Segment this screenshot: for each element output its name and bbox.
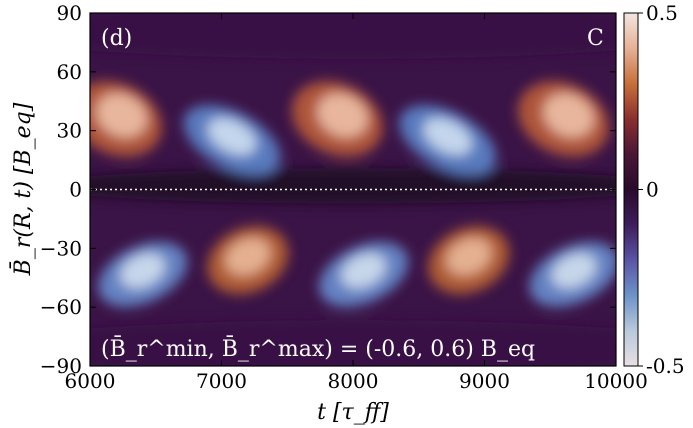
heatmap-cell <box>225 237 271 276</box>
heatmap-cell <box>341 253 386 289</box>
x-tick-label: 10000 <box>584 369 648 393</box>
x-tick-label: 9000 <box>459 369 510 393</box>
x-axis-label: t [τ_ff] <box>317 400 389 425</box>
heatmap-cell <box>90 320 616 366</box>
y-tick-label: −30 <box>40 236 82 260</box>
heatmap-cell <box>317 93 368 138</box>
corner-label: C <box>587 26 604 51</box>
y-axis: 90 60 30 0 −30 −60 −90 <box>40 1 616 378</box>
heatmap-cell <box>90 13 616 59</box>
heatmap-cell <box>543 93 595 138</box>
colorbar-gradient <box>623 12 639 367</box>
panel-label: (d) <box>101 26 132 51</box>
heatmap-cell <box>207 117 257 156</box>
y-tick-label: 0 <box>69 178 82 202</box>
colorbar-tick-label: -0.5 <box>646 354 685 378</box>
y-tick-label: −60 <box>40 295 82 319</box>
heatmap <box>90 13 616 366</box>
colorbar-ticks: 0.5 0 -0.5 <box>638 1 685 378</box>
heatmap-cell <box>120 253 166 289</box>
x-tick-label: 8000 <box>328 369 379 393</box>
heatmap-patterns <box>90 13 616 366</box>
x-axis: 6000 7000 8000 9000 10000 <box>65 13 648 393</box>
y-tick-label: −90 <box>40 354 82 378</box>
heatmap-cell <box>90 168 616 204</box>
x-tick-label: 6000 <box>65 369 116 393</box>
y-tick-label: 90 <box>57 1 82 25</box>
y-tick-label: 30 <box>57 119 82 143</box>
y-axis-label: B̄_r(R, t) [B_eq] <box>9 102 36 276</box>
y-tick-label: 60 <box>57 60 82 84</box>
colorbar-tick-label: 0.5 <box>646 1 678 25</box>
heatmap-cell <box>551 253 597 289</box>
heatmap-cell <box>96 93 148 138</box>
x-tick-label: 7000 <box>196 369 247 393</box>
heatmap-cell <box>423 117 473 156</box>
colorbar: 0.5 0 -0.5 <box>623 1 685 378</box>
colorbar-tick-label: 0 <box>646 178 659 202</box>
annotation: (B̄_r^min, B̄_r^max) = (-0.6, 0.6) B_eq <box>101 335 535 362</box>
heatmap-cell <box>446 237 492 276</box>
